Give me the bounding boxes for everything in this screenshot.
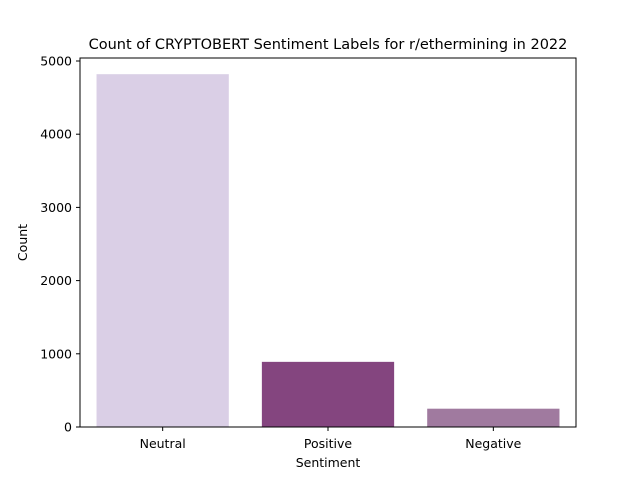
- x-axis-label: Sentiment: [296, 455, 361, 470]
- x-tick-label: Positive: [304, 436, 352, 451]
- chart-title: Count of CRYPTOBERT Sentiment Labels for…: [89, 37, 568, 53]
- x-tick-label: Negative: [465, 436, 521, 451]
- bars-group: [96, 74, 560, 428]
- y-tick-label: 4000: [40, 127, 72, 142]
- y-tick-label: 5000: [40, 54, 72, 69]
- y-axis-label: Count: [15, 224, 30, 261]
- y-tick-label: 3000: [40, 200, 72, 215]
- bar-positive: [261, 361, 395, 427]
- y-tick-label: 2000: [40, 273, 72, 288]
- x-axis-ticks: Neutral Positive Negative: [140, 427, 522, 451]
- y-tick-label: 1000: [40, 346, 72, 361]
- y-tick-label: 0: [64, 420, 72, 435]
- y-axis-ticks: 0 1000 2000 3000 4000 5000: [40, 54, 80, 435]
- plot-frame: [79, 57, 577, 428]
- bar-neutral: [96, 74, 229, 428]
- x-tick-label: Neutral: [140, 436, 186, 451]
- bar-negative: [427, 408, 560, 427]
